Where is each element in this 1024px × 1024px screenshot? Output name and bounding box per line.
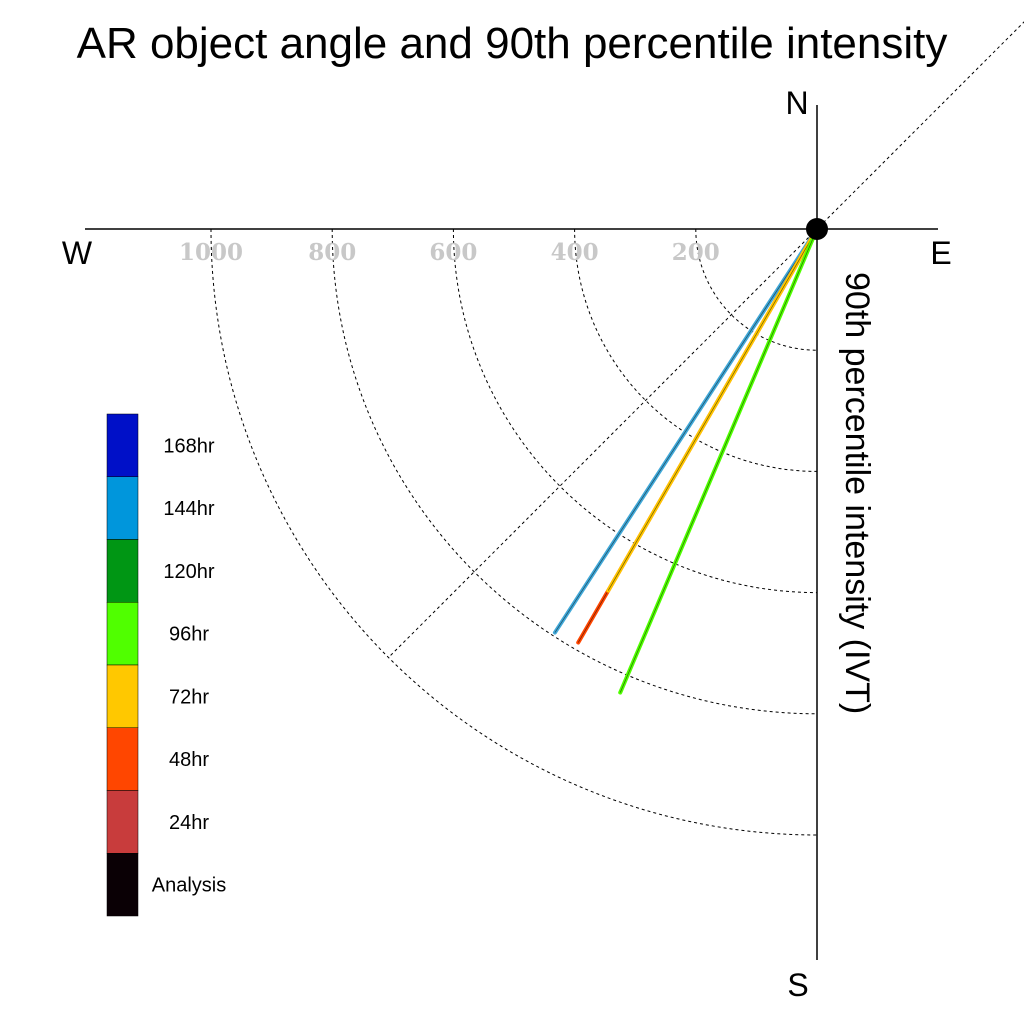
legend-label: 144hr	[163, 498, 214, 520]
radial-tick-label: 800	[308, 239, 356, 266]
compass-north: N	[785, 85, 808, 121]
forecast-vectors	[552, 227, 819, 695]
range-ring	[574, 228, 818, 472]
vector-core-96hr	[619, 228, 818, 693]
range-ring	[452, 228, 818, 594]
legend-label: 24hr	[169, 812, 209, 834]
diagonal-guide	[388, 21, 1024, 658]
chart-title: AR object angle and 90th percentile inte…	[77, 19, 948, 68]
radial-tick-labels: 1000 800 600 400 200	[179, 239, 720, 266]
range-ring	[210, 228, 818, 836]
range-ring	[695, 228, 818, 351]
legend-swatch-144hr	[106, 476, 139, 540]
vector-core-144hr	[554, 228, 818, 633]
legend-swatch-120hr	[106, 539, 139, 603]
legend-swatch-72hr	[106, 664, 139, 728]
polar-guides	[210, 21, 1024, 836]
legend-swatch-96hr	[106, 602, 139, 666]
legend-label: 72hr	[169, 686, 209, 708]
legend-swatch-Analysis	[106, 853, 139, 917]
radial-tick-label: 400	[551, 239, 599, 266]
compass-east: E	[930, 235, 951, 271]
radial-tick-label: 600	[429, 239, 477, 266]
legend-swatch-48hr	[106, 727, 139, 791]
compass-west: W	[62, 235, 93, 271]
legend-swatch-168hr	[106, 413, 139, 477]
legend-label: 96hr	[169, 624, 209, 646]
vector-core-72hr	[607, 228, 818, 591]
legend-label: Analysis	[152, 875, 226, 897]
range-ring	[331, 228, 818, 715]
legend: 168hr 144hr 120hr 96hr 72hr 48hr 24hr Analysis	[106, 413, 226, 917]
legend-label: 120hr	[163, 561, 214, 583]
radial-tick-label: 200	[672, 239, 720, 266]
legend-label: 48hr	[169, 749, 209, 771]
radial-tick-label: 1000	[179, 239, 243, 266]
legend-label: 168hr	[163, 435, 214, 457]
origin-marker	[806, 218, 828, 240]
radial-axis-label: 90th percentile intensity (IVT)	[838, 272, 876, 714]
legend-swatch-24hr	[106, 790, 139, 854]
compass-south: S	[787, 967, 808, 1003]
